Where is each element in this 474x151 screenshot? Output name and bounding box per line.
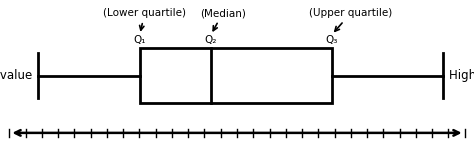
Text: Highest value: Highest value (449, 69, 474, 82)
Text: (Upper quartile): (Upper quartile) (309, 8, 392, 31)
Text: (Median): (Median) (200, 8, 246, 31)
Text: (Lower quartile): (Lower quartile) (103, 8, 186, 30)
Text: Q₂: Q₂ (205, 35, 217, 45)
Text: Lowest value: Lowest value (0, 69, 32, 82)
Bar (140, 48, 332, 103)
Text: Q₁: Q₁ (134, 35, 146, 45)
Text: Q₃: Q₃ (326, 35, 338, 45)
